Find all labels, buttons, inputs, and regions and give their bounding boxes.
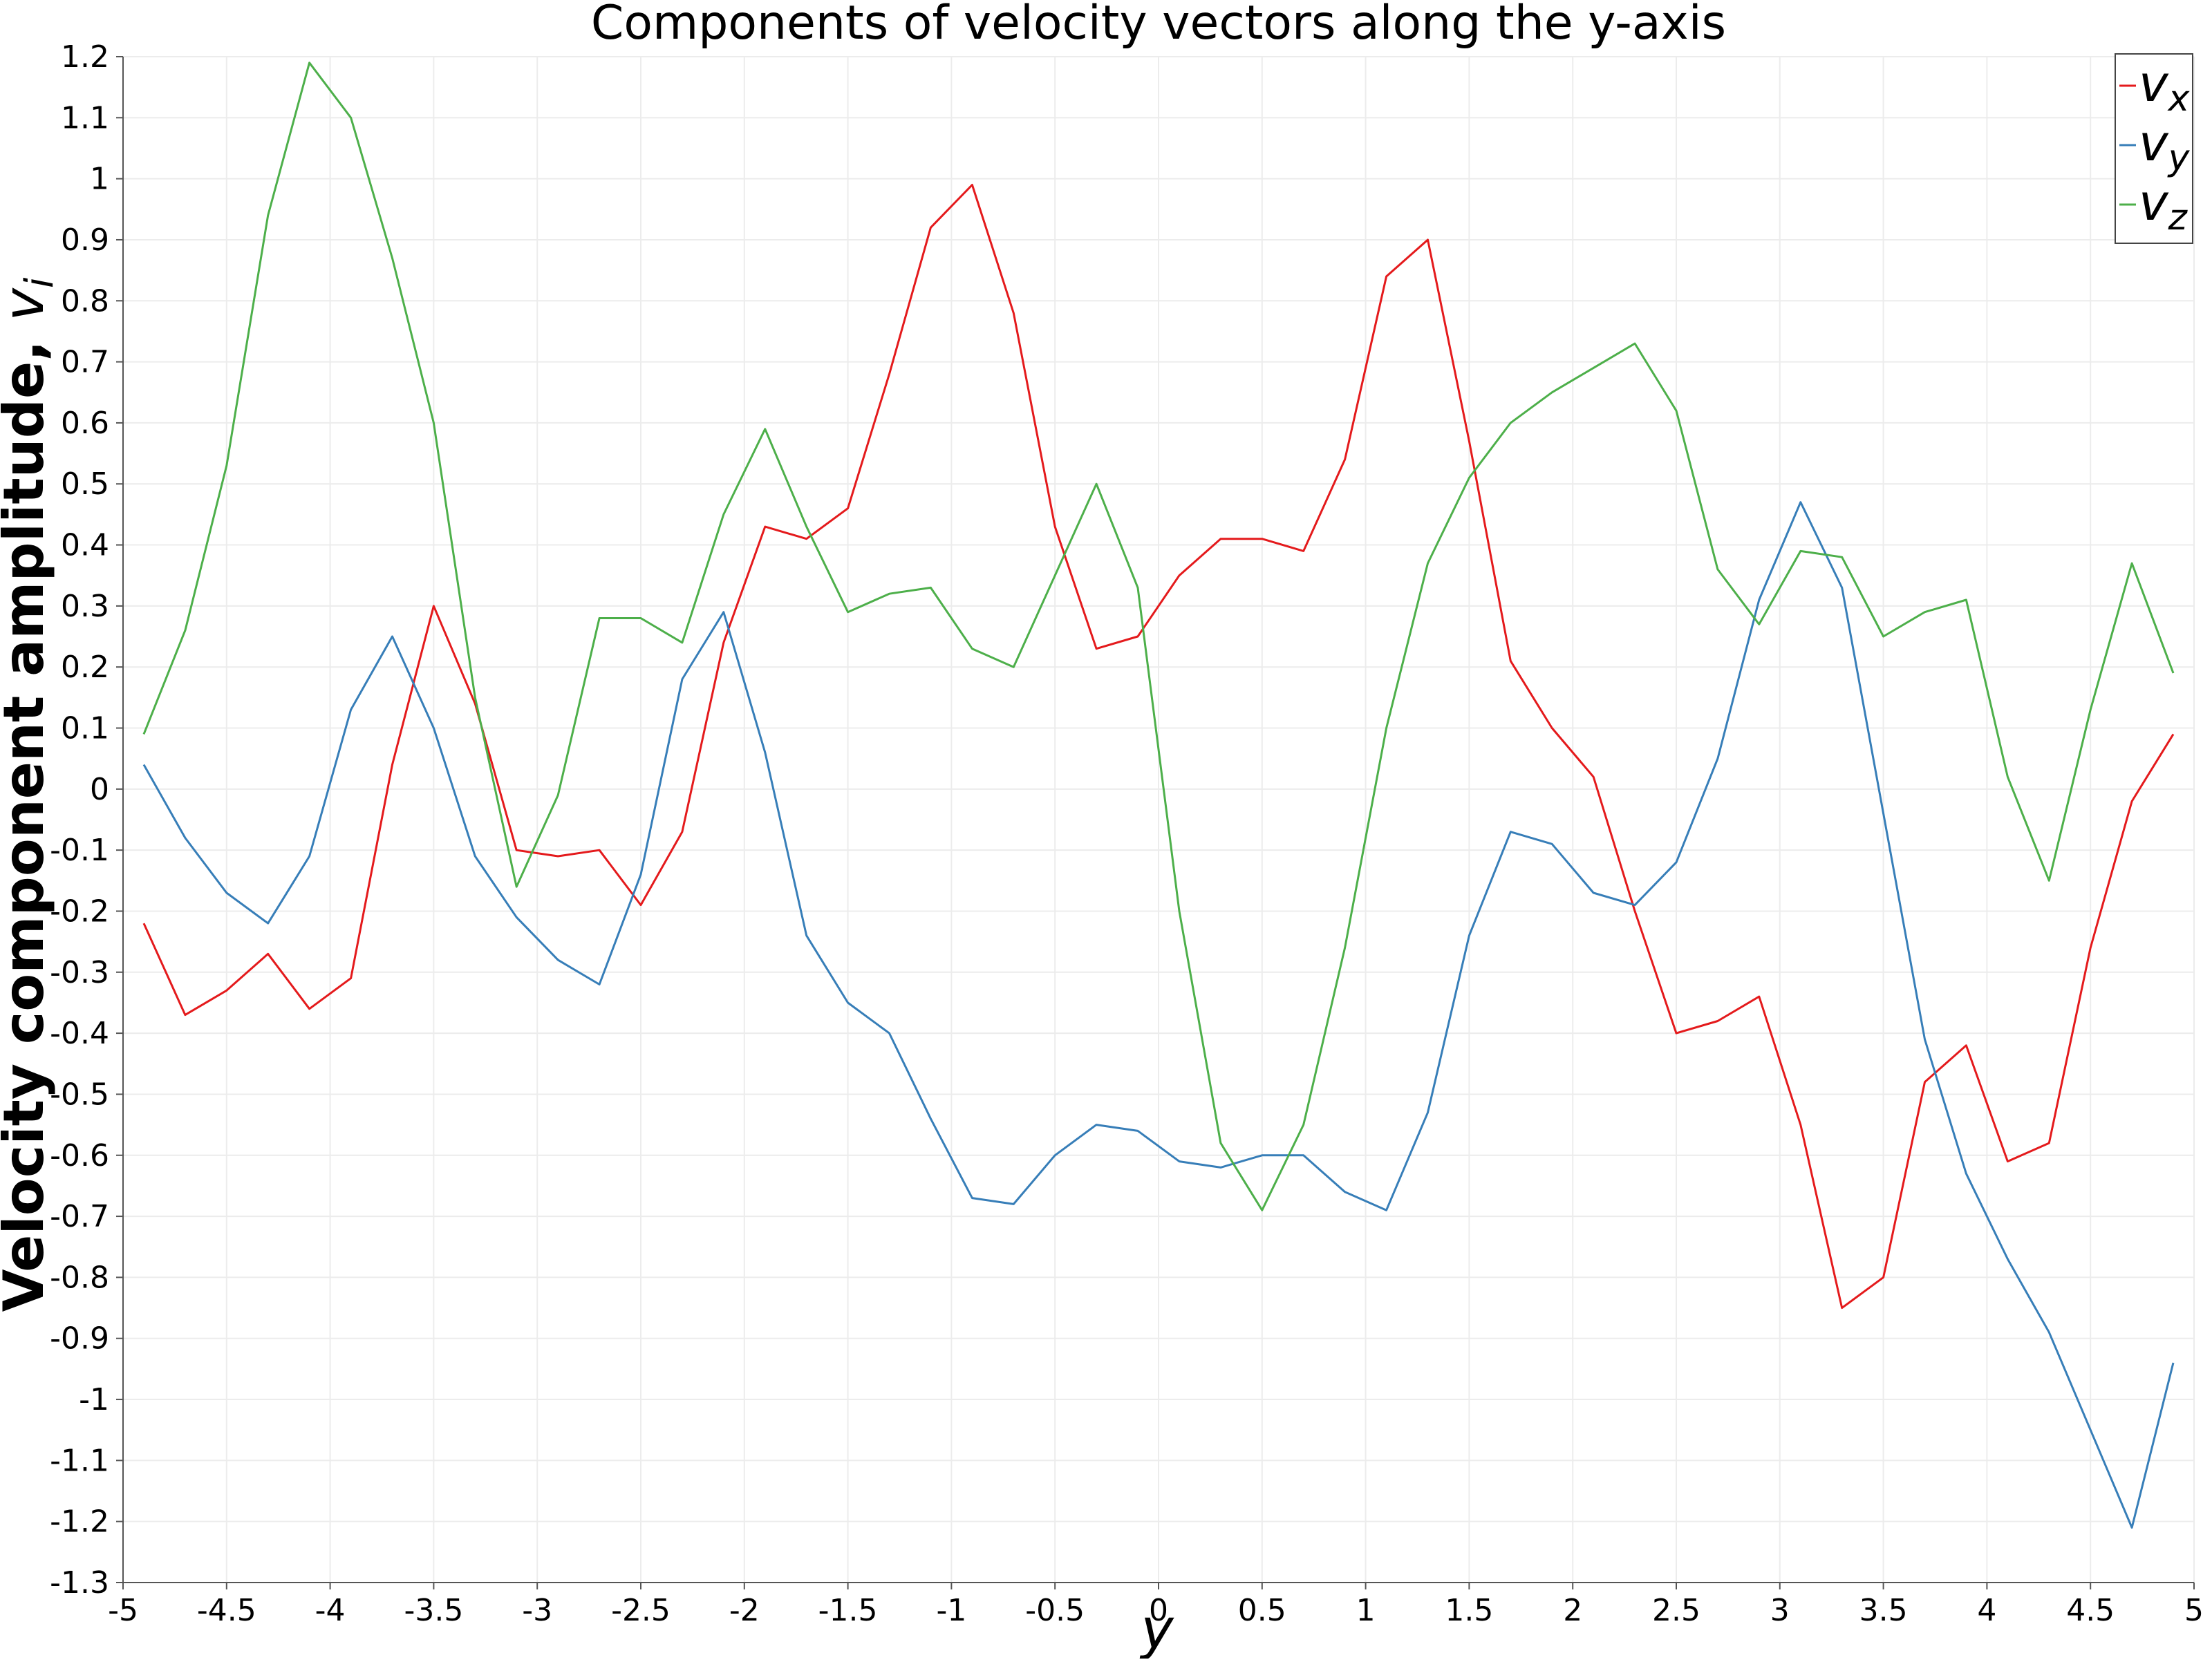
x-tick-label: -0.5 (1025, 1593, 1085, 1628)
y-tick-label: 1.2 (61, 39, 109, 75)
legend-label-subscript: y (2167, 138, 2191, 179)
x-tick-label: -2.5 (611, 1593, 671, 1628)
y-tick-label: 0.2 (61, 650, 109, 685)
svg-text:Velocity component amplitude,: Velocity component amplitude, vi (0, 277, 62, 1312)
y-axis-label-subscript: i (17, 277, 62, 288)
y-axis-label-symbol: v (0, 287, 56, 321)
y-tick-label: 0.7 (61, 345, 109, 380)
legend-label: vy (2139, 114, 2191, 179)
x-tick-label: 2.5 (1652, 1593, 1700, 1628)
y-tick-label: -0.5 (50, 1077, 109, 1112)
y-tick-label: -0.1 (50, 833, 109, 868)
x-tick-label: -3 (522, 1593, 552, 1628)
x-tick-label: -4.5 (197, 1593, 256, 1628)
y-tick-label: 0.1 (61, 711, 109, 746)
x-tick-label: 0.5 (1238, 1593, 1286, 1628)
grid (122, 56, 2195, 1583)
x-tick-label: -2 (729, 1593, 760, 1628)
y-tick-label: 0.6 (61, 406, 109, 441)
x-tick-label: -4 (315, 1593, 346, 1628)
x-tick-label: 1.5 (1445, 1593, 1493, 1628)
x-tick-label: -5 (108, 1593, 138, 1628)
y-tick-label: 0 (90, 772, 109, 807)
y-tick-label: -0.2 (50, 894, 109, 929)
y-tick-label: -0.4 (50, 1016, 109, 1051)
x-tick-label: 1 (1356, 1593, 1376, 1628)
y-axis-label: Velocity component amplitude, vi (0, 277, 62, 1312)
axes: 1.2 1.1 1 0.9 0.8 0.7 0.6 0.5 0.4 0.3 0.2 0.1 0 -0.1 -… (50, 39, 2204, 1628)
x-tick-label: 4 (1977, 1593, 1996, 1628)
y-tick-label: -1.1 (50, 1443, 109, 1478)
legend-label-symbol: v (2139, 114, 2169, 172)
x-tick-label: -1.5 (818, 1593, 878, 1628)
y-tick-label: -0.3 (50, 955, 109, 990)
y-tick-label: -1.3 (50, 1565, 109, 1600)
y-tick-label: 1.1 (61, 100, 109, 135)
series-line-vy (142, 501, 2175, 1529)
y-axis-label-text: Velocity component amplitude, (0, 321, 56, 1312)
x-tick-label: 3 (1770, 1593, 1790, 1628)
legend-label-subscript: x (2167, 78, 2191, 120)
y-tick-label: -0.8 (50, 1260, 109, 1295)
series-line-vz (142, 62, 2175, 1211)
y-tick-label: 1 (90, 162, 109, 197)
y-tick-label: -0.9 (50, 1321, 109, 1357)
y-tick-label: 0.5 (61, 466, 109, 502)
legend-label: vz (2139, 173, 2188, 238)
y-tick-label: -1 (79, 1382, 109, 1417)
legend-label-symbol: v (2139, 55, 2169, 113)
y-tick-label: -1.2 (50, 1504, 109, 1540)
x-tick-label: 0 (1149, 1593, 1168, 1628)
legend-label: vx (2139, 55, 2191, 120)
x-tick-label: -3.5 (404, 1593, 463, 1628)
x-tick-label: -1 (936, 1593, 966, 1628)
legend-label-subscript: z (2168, 197, 2188, 238)
series-lines (142, 62, 2175, 1529)
chart-title: Components of velocity vectors along the… (591, 0, 1726, 50)
y-tick-label: 0.9 (61, 223, 109, 258)
x-tick-label: 2 (1563, 1593, 1582, 1628)
x-tick-label: 3.5 (1859, 1593, 1908, 1628)
legend-label-symbol: v (2139, 173, 2169, 232)
x-axis-label: y (1139, 1597, 1174, 1659)
y-tick-label: 0.4 (61, 528, 109, 563)
y-tick-label: -0.6 (50, 1138, 109, 1173)
x-tick-label: 4.5 (2066, 1593, 2115, 1628)
y-tick-label: 0.8 (61, 283, 109, 319)
y-tick-label: 0.3 (61, 589, 109, 624)
x-tick-label: 5 (2184, 1593, 2204, 1628)
y-tick-label: -0.7 (50, 1199, 109, 1234)
